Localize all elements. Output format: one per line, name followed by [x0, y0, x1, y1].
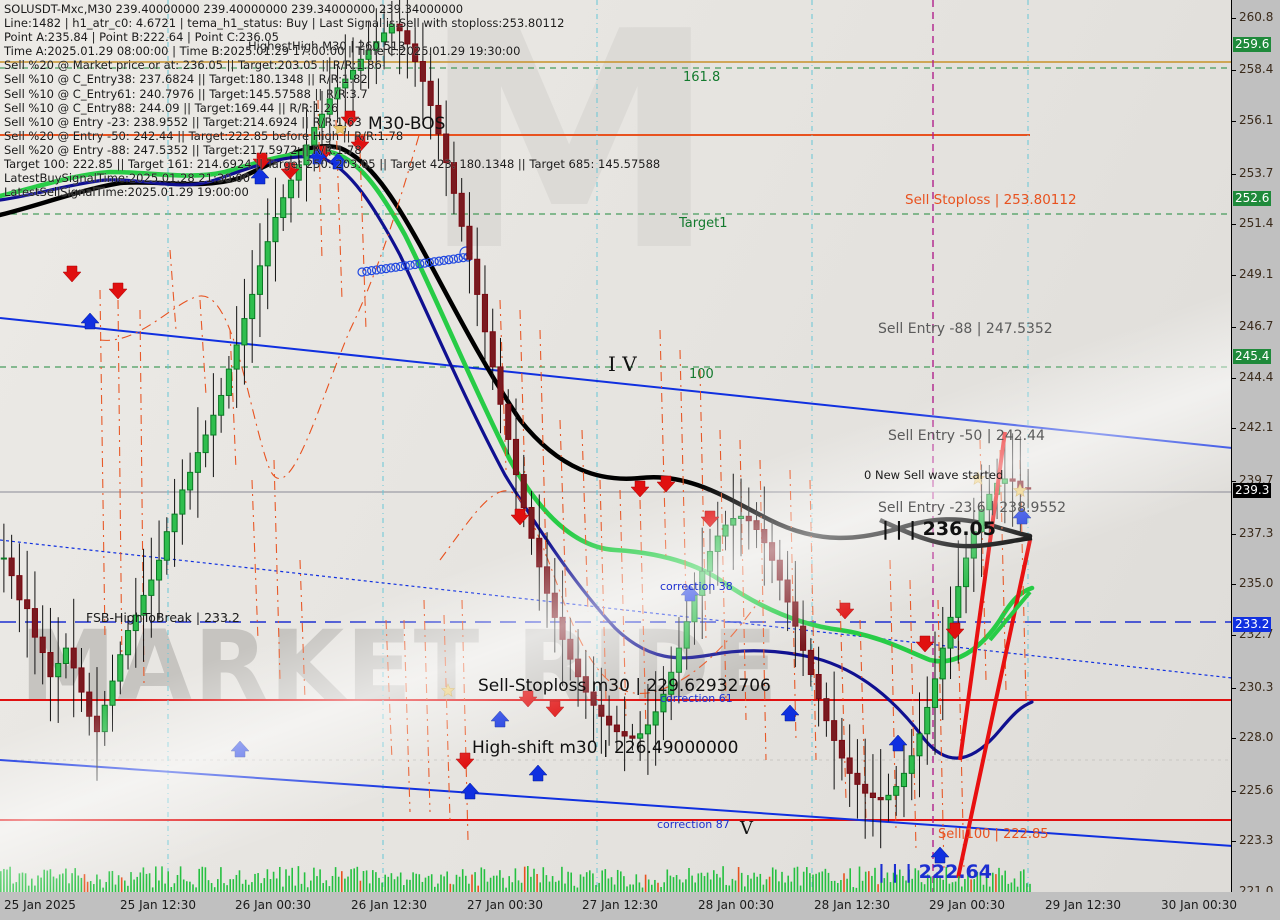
header-line: Sell %10 @ Entry -23: 238.9552 || Target… — [4, 114, 362, 129]
header-line: Sell %20 @ Entry -50: 242.44 || Target:2… — [4, 128, 404, 143]
wave-v-label: V — [740, 818, 753, 839]
header-line: LatestSellSignalTime:2025.01.29 19:00:00 — [4, 185, 249, 200]
time-tick: 25 Jan 12:30 — [120, 898, 196, 912]
correction-61-label: correction 61 — [660, 692, 733, 705]
point-c-price-label: | | | 236.05 — [882, 518, 996, 540]
wave-iv-label: I V — [608, 352, 637, 376]
high-shift-m30-label: High-shift m30 | 226.49000000 — [472, 738, 739, 758]
highest-high-label: HighestHigh M30 | 260.513 — [248, 39, 406, 53]
price-badge-last-price: 239.3 — [1233, 482, 1272, 498]
time-tick: 28 Jan 00:30 — [698, 898, 774, 912]
time-tick: 29 Jan 12:30 — [1045, 898, 1121, 912]
time-tick: 30 Jan 00:30 — [1161, 898, 1237, 912]
header-line: Sell %10 @ C_Entry61: 240.7976 || Target… — [4, 86, 368, 101]
point-b-price-label: | | | 222.64 — [878, 861, 992, 883]
header-line: Sell %20 @ Market price or at: 236.05 ||… — [4, 58, 382, 73]
time-tick: 28 Jan 12:30 — [814, 898, 890, 912]
time-tick: 25 Jan 2025 — [4, 898, 76, 912]
sell-100-label: Sell 100 | 222.85 — [938, 827, 1049, 842]
chart-graphics — [0, 0, 1231, 892]
header-line: Sell %20 @ Entry -88: 247.5352 || Target… — [4, 142, 362, 157]
fib-100-label: 100 — [689, 367, 714, 382]
time-tick: 27 Jan 12:30 — [582, 898, 658, 912]
correction-38-label: correction 38 — [660, 580, 733, 593]
header-line: Time A:2025.01.29 08:00:00 | Time B:2025… — [4, 44, 521, 59]
fib-161-label: 161.8 — [683, 70, 721, 85]
price-axis[interactable]: 260.8 258.4 256.1 253.7 251.4 249.1 246.7 244.4… — [1232, 0, 1280, 898]
sell-entry-88-label: Sell Entry -88 | 247.5352 — [878, 321, 1053, 337]
volume-bars — [0, 866, 1031, 892]
chart-plot-area[interactable]: M MARKET RIDE — [0, 0, 1232, 892]
sell-entry-50-label: Sell Entry -50 | 242.44 — [888, 428, 1045, 444]
price-badge-high-to-break: 233.2 — [1233, 616, 1272, 632]
new-sell-wave-label: 0 New Sell wave started — [864, 468, 1004, 482]
m30-bos-label: M30-BOS — [368, 114, 446, 134]
time-tick: 27 Jan 00:30 — [467, 898, 543, 912]
price-badge-fib-level: 252.6 — [1233, 190, 1272, 206]
header-line: Sell %10 @ C_Entry38: 237.6824 || Target… — [4, 72, 368, 87]
time-axis[interactable]: 25 Jan 2025 25 Jan 12:30 26 Jan 00:30 26 Ja… — [0, 892, 1280, 920]
signal-arrows — [62, 110, 1032, 864]
header-line: LatestBuySignalTime:2025.01.28 21:30:00 — [4, 171, 251, 186]
price-badge-fib-level: 259.6 — [1233, 36, 1272, 52]
header-line: Line:1482 | h1_atr_c0: 4.6721 | tema_h1_… — [4, 16, 565, 31]
brand-text-watermark: MARKET RIDE — [20, 610, 780, 722]
header-line: Sell %10 @ C_Entry88: 244.09 || Target:1… — [4, 100, 339, 115]
sell-stoploss-label: Sell Stoploss | 253.80112 — [905, 192, 1077, 208]
time-tick: 26 Jan 00:30 — [235, 898, 311, 912]
time-tick: 26 Jan 12:30 — [351, 898, 427, 912]
fib-target1-label: Target1 — [679, 216, 728, 231]
chart-info-header: SOLUSDT-Mxc,M30 239.40000000 239.4000000… — [4, 2, 660, 199]
header-line: Point A:235.84 | Point B:222.64 | Point … — [4, 30, 279, 45]
header-line: SOLUSDT-Mxc,M30 239.40000000 239.4000000… — [4, 2, 464, 16]
sell-stoploss-m30-label: Sell-Stoploss m30 | 229.62932706 — [478, 676, 771, 696]
price-badge-fib-level: 245.4 — [1233, 348, 1272, 364]
time-tick: 29 Jan 00:30 — [929, 898, 1005, 912]
header-line: Target 100: 222.85 || Target 161: 214.69… — [4, 157, 661, 172]
fsb-high-to-break-label: FSB-HighToBreak | 233.2 — [86, 610, 240, 625]
sell-entry-236-label: Sell Entry -23.6 | 238.9552 — [878, 500, 1067, 516]
correction-87-label: correction 87 — [657, 818, 730, 831]
